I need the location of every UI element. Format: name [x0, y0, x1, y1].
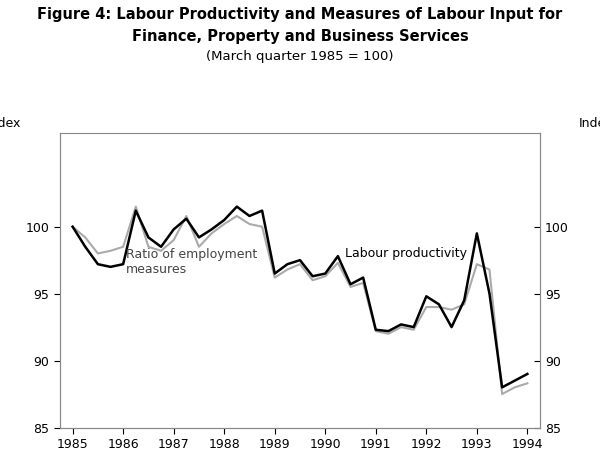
Text: Ratio of employment
measures: Ratio of employment measures — [125, 248, 257, 276]
Text: Labour productivity: Labour productivity — [346, 247, 467, 260]
Text: Figure 4: Labour Productivity and Measures of Labour Input for: Figure 4: Labour Productivity and Measur… — [37, 7, 563, 22]
Text: (March quarter 1985 = 100): (March quarter 1985 = 100) — [206, 50, 394, 63]
Text: Index: Index — [578, 117, 600, 130]
Text: Finance, Property and Business Services: Finance, Property and Business Services — [131, 28, 469, 44]
Text: Index: Index — [0, 117, 22, 130]
